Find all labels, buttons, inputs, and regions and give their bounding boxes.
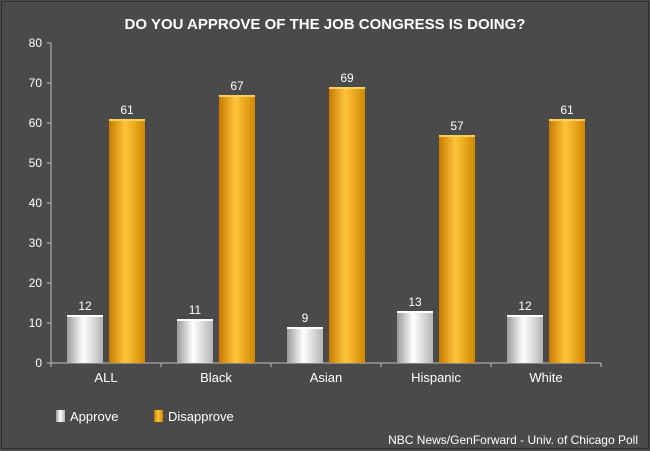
bar-top-highlight [67,315,103,317]
bar-top-highlight [507,315,543,317]
bar-approve [287,327,323,363]
bar-top-highlight [549,119,585,121]
legend-label: Approve [70,409,118,424]
data-label: 57 [450,119,464,133]
bars: 12 61 11 67 9 69 13 57 12 61 [67,71,585,363]
bar-disapprove [439,135,475,363]
category-label: ALL [94,370,117,385]
chart-title: DO YOU APPROVE OF THE JOB CONGRESS IS DO… [125,16,526,33]
bar-disapprove [549,119,585,363]
bar-top-highlight [287,327,323,329]
data-label: 61 [560,103,574,117]
legend-label: Disapprove [168,409,234,424]
data-label: 11 [189,303,202,317]
y-tick-label: 20 [29,276,43,290]
category-label: White [529,370,562,385]
y-tick-label: 50 [29,156,43,170]
data-label: 13 [408,295,422,309]
data-label: 12 [78,299,92,313]
bar-disapprove [329,87,365,363]
bar-disapprove [219,95,255,363]
data-label: 61 [120,103,134,117]
data-label: 69 [340,71,354,85]
y-tick-label: 0 [35,356,42,370]
bar-top-highlight [109,119,145,121]
category-label: Asian [310,370,343,385]
axes: 0 10 20 30 40 50 60 70 80 ALL Black Asian Hispanic Wh… [29,36,602,385]
y-tick-label: 40 [29,196,43,210]
y-tick-label: 30 [29,236,43,250]
bar-approve [507,315,543,363]
y-tick-label: 10 [29,316,43,330]
bar-top-highlight [177,319,213,321]
bar-top-highlight [397,311,433,313]
data-label: 9 [302,311,309,325]
y-tick-label: 60 [29,116,43,130]
y-tick-label: 80 [29,36,43,50]
legend-swatch-disapprove [154,410,163,422]
source-note: NBC News/GenForward - Univ. of Chicago P… [388,433,638,447]
legend-swatch-approve [56,410,65,422]
bar-approve [67,315,103,363]
data-label: 12 [518,299,532,313]
bar-disapprove [109,119,145,363]
data-label: 67 [230,79,244,93]
bar-approve [177,319,213,363]
category-label: Black [200,370,232,385]
bar-top-highlight [219,95,255,97]
category-label: Hispanic [411,370,461,385]
y-tick-label: 70 [29,76,43,90]
legend: Approve Disapprove [56,409,234,424]
bar-top-highlight [439,135,475,137]
bar-approve [397,311,433,363]
bar-top-highlight [329,87,365,89]
